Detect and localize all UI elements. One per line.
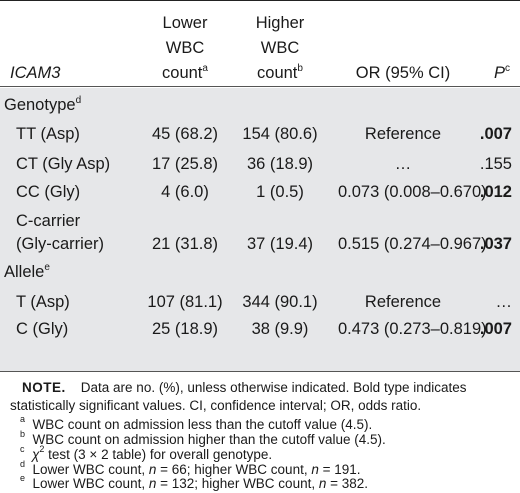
row-carrier-or: 0.515 (0.274–0.967) xyxy=(338,235,487,253)
row-cc-higher: 1 (0.5) xyxy=(256,183,304,201)
footnote-c-chi-sup: 2 xyxy=(39,443,45,454)
header-lower-sup: a xyxy=(202,62,208,74)
header-higher-line3: countb xyxy=(226,62,334,84)
row-t-label: T (Asp) xyxy=(16,293,70,311)
table-bottom-rule xyxy=(0,371,520,372)
footnote-a-mark: a xyxy=(20,413,26,424)
footnote-c-mark: c xyxy=(20,443,25,454)
footnote-a-text: WBC count on admission less than the cut… xyxy=(32,417,373,432)
footnote-d-mark: d xyxy=(20,458,26,469)
header-higher-sup: b xyxy=(297,62,303,74)
row-c-p: .007 xyxy=(479,320,512,338)
row-c-lower: 25 (18.9) xyxy=(151,320,219,338)
row-cc-or: 0.073 (0.008–0.670) xyxy=(338,183,487,201)
footnote-e-t2: = 132; higher WBC count, xyxy=(160,476,316,491)
note-line-2: statistically significant values. CI, co… xyxy=(10,398,422,413)
footnote-a: a WBC count on admission less than the c… xyxy=(20,413,373,432)
table-header-rule xyxy=(0,86,520,87)
footnote-e-n2: n xyxy=(318,476,327,491)
row-tt-or: Reference xyxy=(364,125,442,143)
note-label: NOTE. xyxy=(22,380,66,395)
row-tt-higher: 154 (80.6) xyxy=(242,125,318,143)
row-c-label: C (Gly) xyxy=(16,320,69,338)
row-ct-p: .155 xyxy=(479,155,512,173)
table-top-rule xyxy=(0,0,520,1)
row-carrier-higher: 37 (19.4) xyxy=(246,235,314,253)
footnote-e-t3: = 382. xyxy=(330,476,369,491)
section-genotype: Genotyped xyxy=(4,95,81,115)
footnote-c: c χ2 test (3 × 2 table) for overall geno… xyxy=(20,443,273,462)
footnote-d-n: n xyxy=(148,462,157,477)
note-line-1: NOTE. Data are no. (%), unless otherwise… xyxy=(22,380,467,395)
section-genotype-sup: d xyxy=(75,94,82,106)
footnote-c-chi: χ xyxy=(32,447,40,462)
row-ct-higher: 36 (18.9) xyxy=(246,155,314,173)
row-tt-label: TT (Asp) xyxy=(16,125,80,143)
row-c-or: 0.473 (0.273–0.819) xyxy=(338,320,487,338)
row-cc-label: CC (Gly) xyxy=(16,183,81,201)
header-lower-line3: counta xyxy=(135,62,235,84)
header-p-sup: c xyxy=(505,62,510,74)
footnote-e: e Lower WBC count, n = 132; higher WBC c… xyxy=(20,472,369,491)
header-p-letter: P xyxy=(493,64,505,82)
row-carrier-lower: 21 (31.8) xyxy=(151,235,219,253)
header-icam3: ICAM3 xyxy=(10,64,61,82)
row-ct-lower: 17 (25.8) xyxy=(151,155,219,173)
header-higher-line2: WBC xyxy=(260,39,300,57)
row-carrier-label2: (Gly-carrier) xyxy=(16,235,104,253)
footnote-e-n: n xyxy=(148,476,157,491)
footnote-b-text: WBC count on admission higher than the c… xyxy=(32,432,386,447)
section-allele: Allelee xyxy=(4,262,50,282)
section-allele-label: Allele xyxy=(4,263,45,281)
header-lower-line1: Lower xyxy=(162,14,208,32)
footnote-c-text: test (3 × 2 table) for overall genotype. xyxy=(48,447,273,462)
row-ct-or: … xyxy=(394,155,412,173)
section-genotype-label: Genotype xyxy=(4,96,76,114)
row-t-lower: 107 (81.1) xyxy=(147,293,223,311)
row-carrier-label: C-carrier xyxy=(16,212,81,230)
footnote-e-t1: Lower WBC count, xyxy=(32,476,146,491)
row-t-higher: 344 (90.1) xyxy=(242,293,318,311)
header-higher-line1: Higher xyxy=(255,14,305,32)
footnote-d-t2: = 66; higher WBC count, xyxy=(160,462,308,477)
row-tt-lower: 45 (68.2) xyxy=(151,125,219,143)
header-lower-line2: WBC xyxy=(165,39,205,57)
note-text-1: Data are no. (%), unless otherwise indic… xyxy=(80,380,467,395)
header-lower-count: count xyxy=(162,64,203,82)
row-tt-p: .007 xyxy=(479,125,512,143)
footnote-b: b WBC count on admission higher than the… xyxy=(20,428,386,447)
footnote-b-mark: b xyxy=(20,428,26,439)
footnote-e-mark: e xyxy=(20,472,26,483)
data-table: ICAM3 Lower WBC counta Higher WBC countb… xyxy=(0,0,520,372)
row-t-p: … xyxy=(495,293,513,311)
row-cc-lower: 4 (6.0) xyxy=(161,183,209,201)
footnote-d-t1: Lower WBC count, xyxy=(32,462,146,477)
footnote-d: d Lower WBC count, n = 66; higher WBC co… xyxy=(20,458,361,477)
row-cc-p: .012 xyxy=(479,183,512,201)
section-allele-sup: e xyxy=(44,261,50,273)
footnote-d-n2: n xyxy=(311,462,319,477)
row-ct-label: CT (Gly Asp) xyxy=(16,155,111,173)
table-body-shade xyxy=(0,88,520,371)
header-p: Pc xyxy=(470,62,510,84)
row-c-higher: 38 (9.9) xyxy=(251,320,309,338)
header-higher-count: count xyxy=(257,64,298,82)
footnote-d-t3: = 191. xyxy=(322,462,361,477)
row-t-or: Reference xyxy=(364,293,442,311)
header-or: OR (95% CI) xyxy=(355,64,451,82)
row-carrier-p: .037 xyxy=(479,235,512,253)
